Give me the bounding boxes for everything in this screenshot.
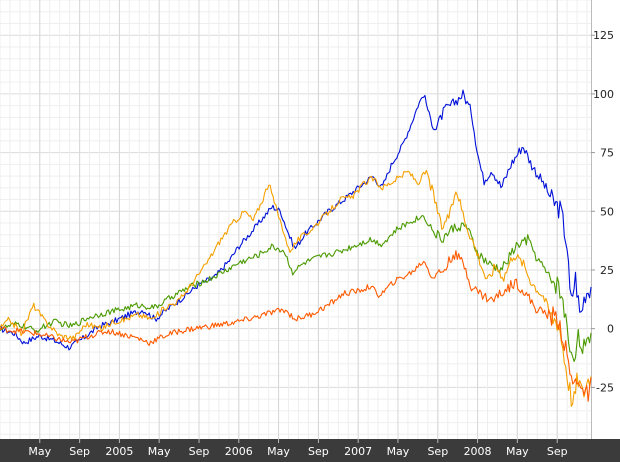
x-tick-label: 2007 xyxy=(344,445,372,458)
x-tick-label: May xyxy=(267,445,290,458)
x-tick-label: Sep xyxy=(189,445,210,458)
x-tick-label: Sep xyxy=(308,445,329,458)
y-tick-label: 25 xyxy=(600,264,614,277)
y-tick-label: 0 xyxy=(607,323,614,336)
series-line-ukx-ind xyxy=(0,214,592,363)
x-tick-label: 2006 xyxy=(225,445,253,458)
x-tick-label: 2008 xyxy=(464,445,492,458)
series-line-nky-ind xyxy=(0,169,592,407)
x-axis-bar xyxy=(0,439,620,462)
x-tick-label: May xyxy=(387,445,410,458)
x-tick-label: Sep xyxy=(547,445,568,458)
y-tick-label: 125 xyxy=(593,29,614,42)
y-tick-label: -25 xyxy=(596,381,614,394)
y-tick-label: 75 xyxy=(600,147,614,160)
x-tick-label: May xyxy=(148,445,171,458)
y-tick-label: 100 xyxy=(593,88,614,101)
y-tick-label: 50 xyxy=(600,205,614,218)
x-tick-label: Sep xyxy=(427,445,448,458)
x-tick-label: Sep xyxy=(69,445,90,458)
series-line-dax-ind xyxy=(0,89,592,351)
plot-area xyxy=(0,0,591,439)
x-tick-label: May xyxy=(28,445,51,458)
x-tick-label: 2005 xyxy=(105,445,133,458)
series-line-indu-ind xyxy=(0,250,592,402)
x-tick-label: May xyxy=(506,445,529,458)
y-axis-area xyxy=(591,0,620,439)
